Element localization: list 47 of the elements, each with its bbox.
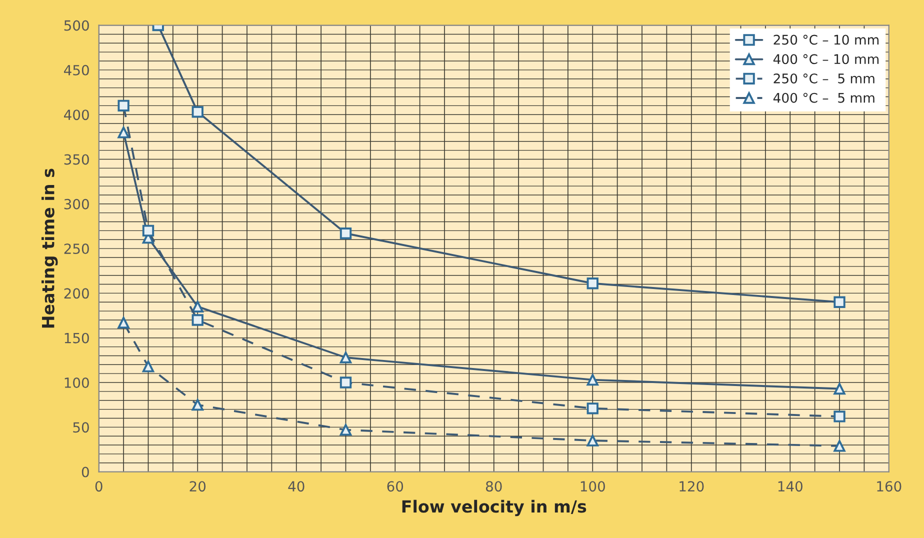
point <box>192 399 204 411</box>
point <box>340 376 352 388</box>
point <box>340 424 352 436</box>
point <box>192 314 204 326</box>
x-tick-label: 140 <box>778 481 802 492</box>
y-tick-label: 100 <box>64 377 89 388</box>
legend-label: 250 °C – 5 mm <box>774 73 874 84</box>
y-axis-title: Heating time in s <box>42 168 58 328</box>
y-tick-label: 400 <box>64 110 89 120</box>
legend-label: 400 °C – 5 mm <box>773 92 874 103</box>
y-tick-label: 250 <box>64 244 89 254</box>
x-tick-label: 160 <box>877 481 902 492</box>
point <box>142 224 154 237</box>
point <box>142 360 154 372</box>
point <box>118 316 130 329</box>
y-tick-label: 50 <box>73 422 89 433</box>
point <box>118 126 130 138</box>
x-tick-label: 80 <box>486 481 502 492</box>
y-tick-label: 200 <box>64 288 89 299</box>
point <box>834 296 846 308</box>
x-tick-label: 20 <box>190 481 206 492</box>
point <box>834 382 846 395</box>
y-tick-label: 150 <box>64 332 89 344</box>
point <box>586 374 598 386</box>
legend-label: 400 °C – 10 mm <box>773 54 879 64</box>
point <box>118 100 130 112</box>
point <box>834 410 846 422</box>
y-tick-label: 500 <box>64 20 89 31</box>
x-tick-label: 100 <box>580 481 605 492</box>
x-axis-title: Flow velocity in m/s <box>402 500 586 516</box>
legend-label: 250 °C – 10 mm <box>774 34 879 45</box>
y-tick-label: 0 <box>82 466 89 478</box>
y-tick-label: 300 <box>64 198 89 210</box>
point <box>586 434 598 446</box>
x-tick-label: 0 <box>95 481 102 492</box>
point <box>192 106 204 118</box>
point <box>192 300 204 312</box>
point <box>340 228 352 240</box>
point <box>834 440 846 452</box>
x-tick-label: 60 <box>387 481 404 492</box>
x-tick-label: 120 <box>680 481 704 492</box>
x-tick-label: 40 <box>288 481 304 492</box>
y-tick-label: 450 <box>64 64 89 76</box>
point <box>586 402 598 414</box>
y-tick-label: 350 <box>64 154 89 165</box>
point <box>586 278 598 290</box>
point <box>340 352 352 364</box>
